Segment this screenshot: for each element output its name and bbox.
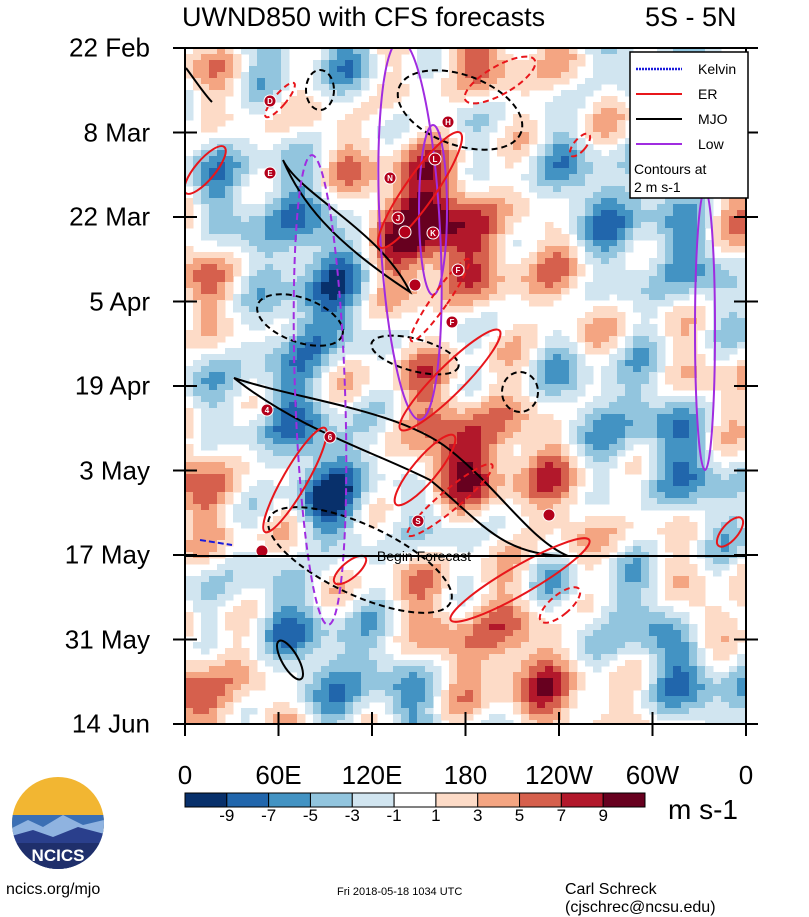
colorbar-tick-label: 1 xyxy=(431,806,440,826)
legend-note-line2: 2 m s-1 xyxy=(634,179,681,195)
storm-marker xyxy=(409,279,421,291)
y-tick-label: 22 Feb xyxy=(69,33,150,64)
colorbar-tick-label: -5 xyxy=(303,806,318,826)
colorbar-swatch xyxy=(394,793,436,807)
footer-author: Carl Schreck (cjschrec@ncsu.edu) xyxy=(565,881,809,917)
storm-marker: H xyxy=(442,116,454,128)
storm-marker: E xyxy=(264,167,276,179)
x-tick-label: 0 xyxy=(739,760,753,791)
storm-marker: J xyxy=(392,212,404,224)
x-tick-label: 60W xyxy=(626,760,679,791)
colorbar-swatch xyxy=(185,793,227,807)
logo-text: NCICS xyxy=(32,846,85,865)
x-tick-label: 120W xyxy=(525,760,593,791)
colorbar-tick-label: 9 xyxy=(598,806,607,826)
legend-mjo-label: MJO xyxy=(698,111,728,127)
colorbar-swatch xyxy=(227,793,269,807)
storm-marker: N xyxy=(384,172,396,184)
footer-url[interactable]: ncics.org/mjo xyxy=(6,881,100,899)
legend-low-label: Low xyxy=(698,136,725,152)
y-tick-label: 31 May xyxy=(65,624,150,655)
colorbar-tick-label: 5 xyxy=(515,806,524,826)
colorbar-swatch xyxy=(478,793,520,807)
colorbar-tick-label: -3 xyxy=(345,806,360,826)
colorbar-swatch xyxy=(520,793,562,807)
storm-marker xyxy=(543,509,555,521)
legend-er-label: ER xyxy=(698,86,717,102)
legend-kelvin-label: Kelvin xyxy=(698,61,736,77)
colorbar-swatch xyxy=(561,793,603,807)
legend-note-line1: Contours at xyxy=(634,161,706,177)
begin-forecast-label: Begin Forecast xyxy=(377,548,471,564)
colorbar-tick-label: 7 xyxy=(557,806,566,826)
colorbar-tick-label: 3 xyxy=(473,806,482,826)
storm-marker: S xyxy=(412,515,424,527)
colorbar-swatch xyxy=(269,793,311,807)
colorbar-tick-label: -9 xyxy=(219,806,234,826)
storm-marker: F xyxy=(452,264,464,276)
x-tick-label: 120E xyxy=(342,760,403,791)
ncics-logo[interactable]: NCICS xyxy=(8,775,108,870)
colorbar-swatch xyxy=(352,793,394,807)
y-tick-label: 17 May xyxy=(65,540,150,571)
storm-marker: 4 xyxy=(261,404,273,416)
y-tick-label: 8 Mar xyxy=(84,117,150,148)
y-tick-label: 22 Mar xyxy=(69,202,150,233)
storm-marker xyxy=(399,226,411,238)
storm-marker: F xyxy=(446,316,458,328)
colorbar-tick-label: -1 xyxy=(387,806,402,826)
x-tick-label: 180 xyxy=(444,760,487,791)
x-tick-label: 0 xyxy=(178,760,192,791)
footer-timestamp: Fri 2018-05-18 1034 UTC xyxy=(337,886,462,898)
colorbar xyxy=(185,793,645,807)
colorbar-swatch xyxy=(603,793,645,807)
x-tick-label: 60E xyxy=(255,760,301,791)
colorbar-swatch xyxy=(310,793,352,807)
colorbar-tick-label: -7 xyxy=(261,806,276,826)
colorbar-swatch xyxy=(436,793,478,807)
storm-marker: K xyxy=(427,227,439,239)
y-tick-label: 3 May xyxy=(79,455,150,486)
y-tick-label: 19 Apr xyxy=(75,371,150,402)
y-tick-label: 5 Apr xyxy=(89,286,150,317)
storm-marker: D xyxy=(264,95,276,107)
colorbar-units: m s-1 xyxy=(668,794,738,826)
legend: Kelvin ER MJO Low Contours at 2 m s-1 xyxy=(630,52,748,198)
storm-marker: L xyxy=(429,153,441,165)
y-tick-label: 14 Jun xyxy=(72,709,150,740)
storm-marker: 6 xyxy=(324,431,336,443)
